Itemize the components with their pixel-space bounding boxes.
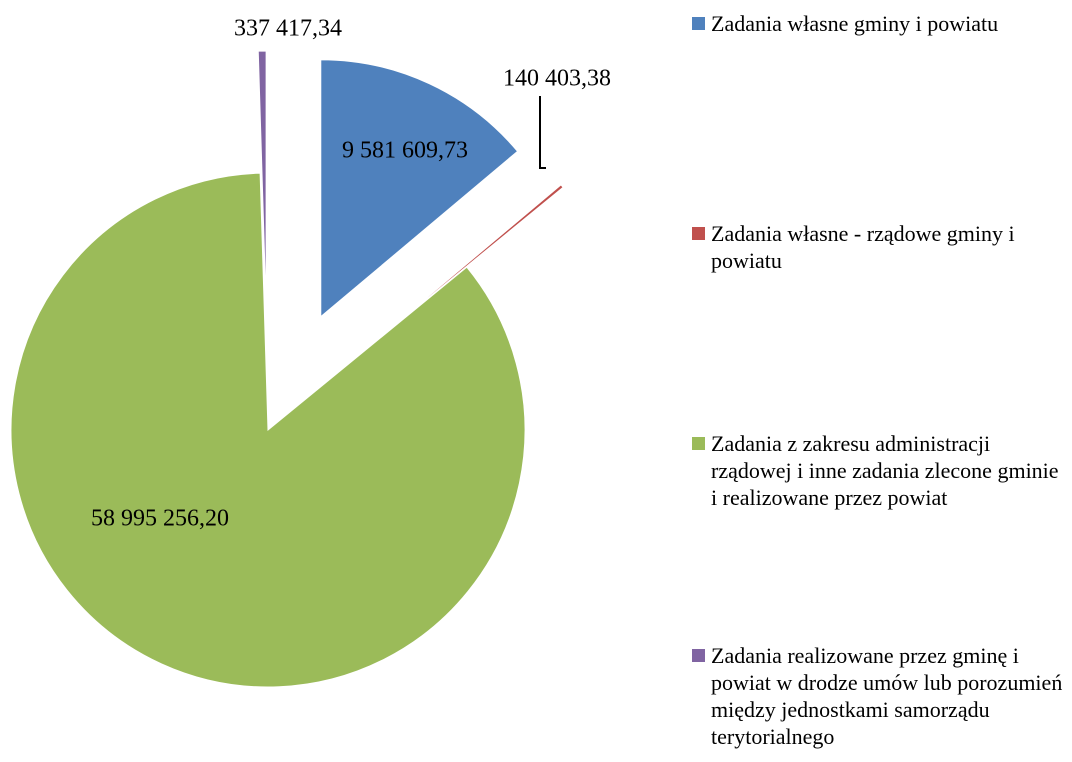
data-label: 337 417,34: [234, 16, 342, 42]
legend-entry: Zadania realizowane przez gminę i powiat…: [692, 642, 1064, 750]
legend-label: Zadania własne gminy i powiatu: [711, 11, 999, 36]
legend-label: Zadania z zakresu administracji rządowej…: [711, 431, 1059, 510]
legend-entry: Zadania z zakresu administracji rządowej…: [692, 430, 1064, 511]
legend-entry: Zadania własne - rządowe gminy i powiatu: [692, 220, 1064, 274]
pie-slice: [257, 50, 267, 309]
data-label: 9 581 609,73: [342, 138, 468, 164]
pie-slice: [10, 172, 526, 688]
pie-slice: [320, 59, 519, 318]
legend-swatch: [692, 437, 705, 450]
legend-label: Zadania realizowane przez gminę i powiat…: [711, 643, 1063, 749]
data-label: 140 403,38: [503, 66, 611, 92]
legend-swatch: [692, 227, 705, 240]
leader-line: [539, 96, 546, 169]
legend-label: Zadania własne - rządowe gminy i powiatu: [711, 221, 1015, 273]
data-label: 58 995 256,20: [91, 506, 229, 532]
legend-swatch: [692, 17, 705, 30]
legend-swatch: [692, 649, 705, 662]
legend-entry: Zadania własne gminy i powiatu: [692, 10, 1064, 37]
pie-slice: [363, 184, 564, 351]
